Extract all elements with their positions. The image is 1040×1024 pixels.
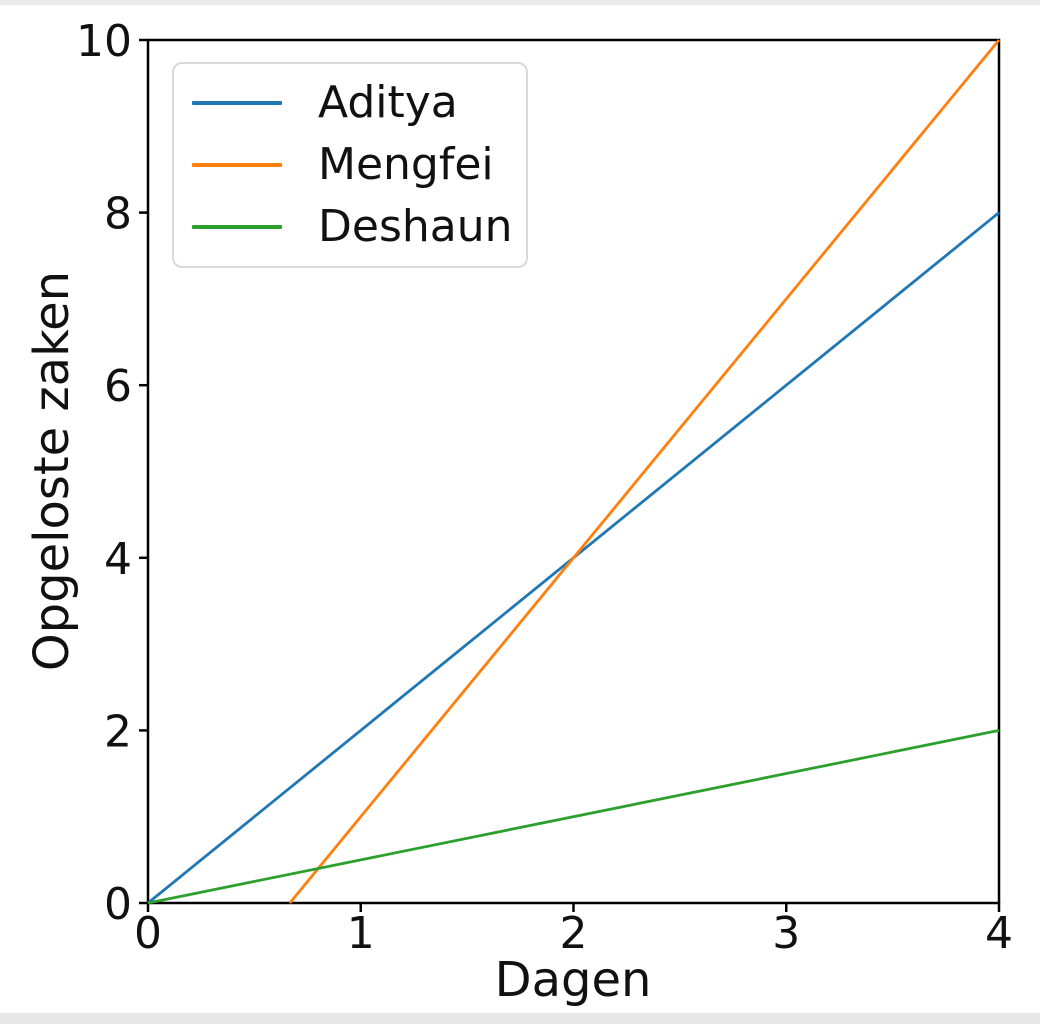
legend-item-deshaun: Deshaun bbox=[174, 205, 526, 249]
y-tick-label: 0 bbox=[104, 879, 132, 930]
x-tick-label: 1 bbox=[347, 908, 375, 959]
x-tick-label: 0 bbox=[134, 908, 162, 959]
legend-swatch-icon bbox=[192, 225, 282, 229]
series-line-mengfei bbox=[288, 39, 1001, 904]
legend-label: Mengfei bbox=[318, 139, 494, 190]
legend-label: Aditya bbox=[318, 77, 458, 128]
legend-swatch-icon bbox=[192, 163, 282, 167]
y-tick-label: 6 bbox=[104, 361, 132, 412]
x-axis-label: Dagen bbox=[494, 952, 652, 1008]
legend-swatch-icon bbox=[192, 101, 282, 105]
y-tick-label: 2 bbox=[104, 706, 132, 757]
y-tick-label: 8 bbox=[104, 189, 132, 240]
legend-item-mengfei: Mengfei bbox=[174, 143, 526, 187]
y-tick-label: 4 bbox=[104, 534, 132, 585]
y-axis-label: Opgeloste zaken bbox=[24, 270, 80, 672]
x-tick-label: 2 bbox=[560, 908, 588, 959]
legend-item-aditya: Aditya bbox=[174, 81, 526, 125]
legend-label: Deshaun bbox=[318, 201, 513, 252]
legend: Aditya Mengfei Deshaun bbox=[172, 62, 528, 268]
top-border-strip bbox=[0, 0, 1040, 5]
x-tick-label: 4 bbox=[985, 908, 1013, 959]
series-line-deshaun bbox=[147, 729, 1000, 905]
bottom-border-strip bbox=[0, 1013, 1040, 1024]
y-tick-label: 10 bbox=[76, 16, 132, 67]
x-tick-label: 3 bbox=[772, 908, 800, 959]
